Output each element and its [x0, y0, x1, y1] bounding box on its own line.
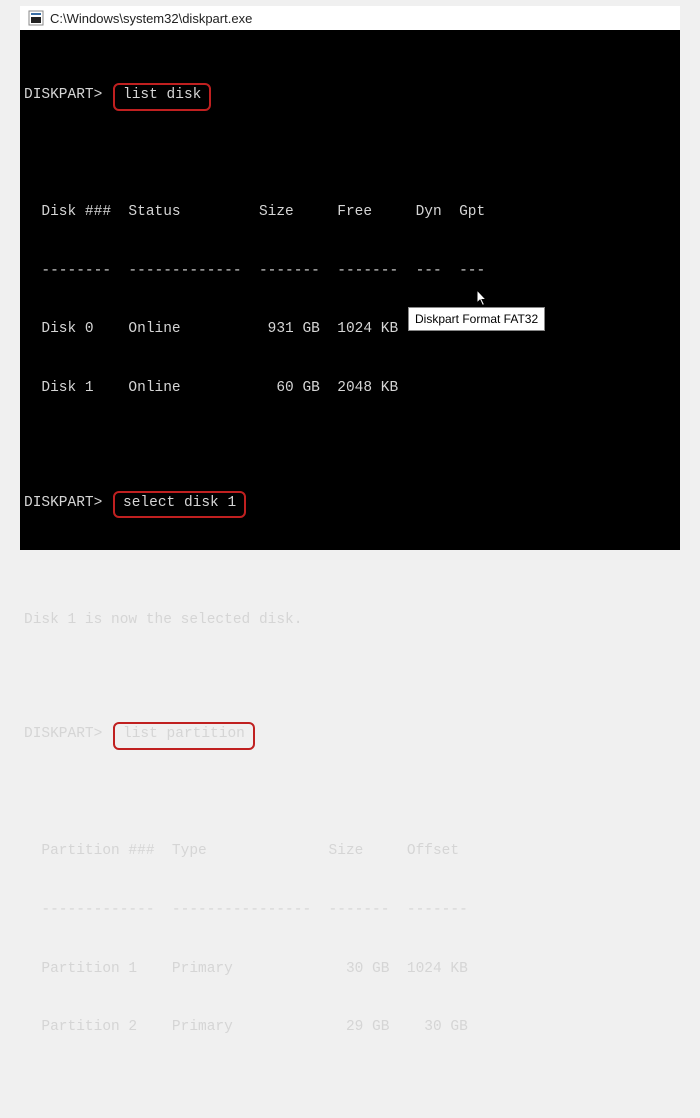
- disk-table-divider: -------- ------------- ------- ------- -…: [20, 262, 680, 282]
- mouse-cursor-icon: [477, 290, 488, 307]
- table-row: Partition 1 Primary 30 GB 1024 KB: [20, 960, 680, 980]
- cmd-list-partition: list partition: [113, 722, 255, 750]
- prompt: DISKPART>: [24, 495, 102, 511]
- cmd-select-disk: select disk 1: [113, 491, 246, 519]
- msg-disk-selected: Disk 1 is now the selected disk.: [20, 611, 680, 631]
- table-row: Disk 1 Online 60 GB 2048 KB: [20, 379, 680, 399]
- table-row: Partition 2 Primary 29 GB 30 GB: [20, 1018, 680, 1038]
- cmd-list-disk: list disk: [113, 83, 211, 111]
- table-row: Disk 0 Online 931 GB 1024 KB *: [20, 320, 680, 340]
- diskpart-window: C:\Windows\system32\diskpart.exe DISKPAR…: [20, 6, 680, 550]
- window-title: C:\Windows\system32\diskpart.exe: [50, 11, 252, 26]
- disk-table-header: Disk ### Status Size Free Dyn Gpt: [20, 203, 680, 223]
- prompt: DISKPART>: [24, 87, 102, 103]
- console-output: DISKPART> list disk Disk ### Status Size…: [20, 30, 680, 550]
- app-icon: [28, 10, 44, 26]
- titlebar[interactable]: C:\Windows\system32\diskpart.exe: [20, 6, 680, 30]
- partition-table-header: Partition ### Type Size Offset: [20, 842, 680, 862]
- prompt: DISKPART>: [24, 726, 102, 742]
- partition-table-divider: ------------- ---------------- ------- -…: [20, 901, 680, 921]
